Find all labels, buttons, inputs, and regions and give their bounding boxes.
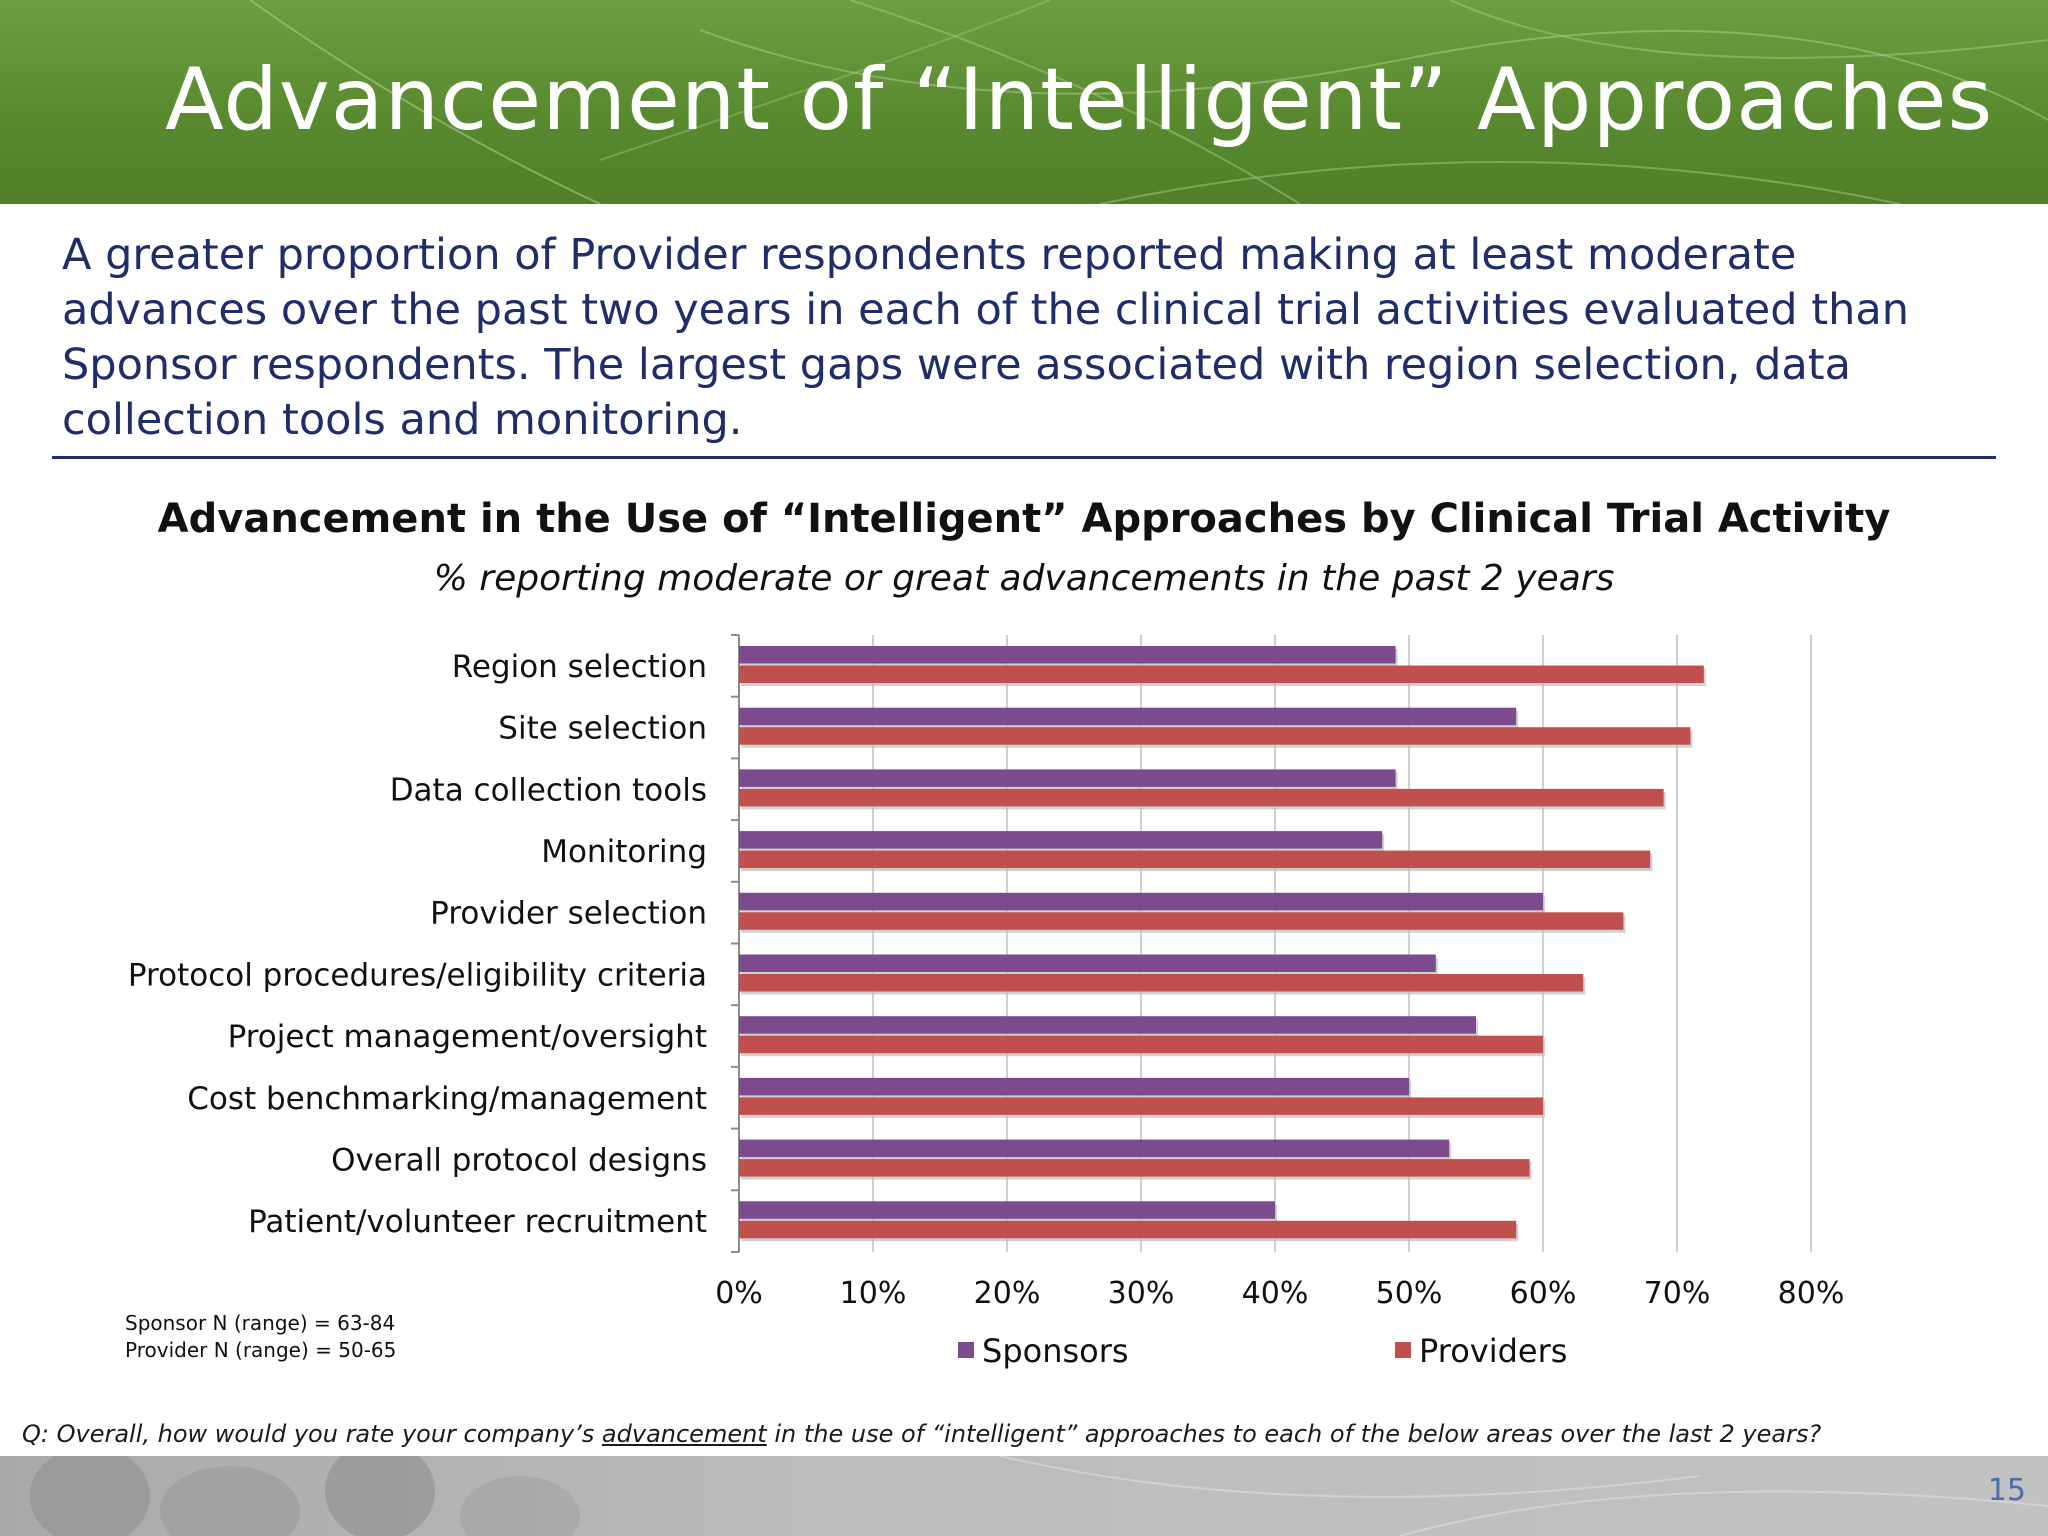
decorative-lines — [249, 0, 2048, 204]
providers-bar — [739, 1220, 1517, 1239]
providers-bar — [739, 1097, 1543, 1115]
provider-n-note: Provider N (range) = 50-65 — [125, 1338, 397, 1362]
decorative-footer-shapes — [30, 1456, 2048, 1536]
sponsors-bar — [739, 831, 1383, 849]
bar-chart: Region selection Site selection Data colle… — [128, 634, 1845, 1370]
providers-bar — [739, 912, 1624, 930]
x-tick-label: 0% — [715, 1276, 763, 1311]
slide-title: Advancement of “Intelligent” Approaches — [165, 50, 1994, 150]
title-banner: Advancement of “Intelligent” Approaches — [0, 0, 2048, 204]
sponsors-bar — [739, 954, 1436, 972]
sponsors-bar — [739, 646, 1396, 664]
providers-bar — [739, 1035, 1543, 1054]
category-label: Provider selection — [430, 896, 707, 932]
providers-bar — [739, 850, 1651, 869]
x-tick-label: 60% — [1510, 1276, 1577, 1311]
survey-question: Q: Overall, how would you rate your comp… — [22, 1420, 1821, 1448]
x-tick-label: 30% — [1108, 1276, 1175, 1311]
sponsor-n-note: Sponsor N (range) = 63-84 — [125, 1311, 396, 1335]
question-underlined-word: advancement — [601, 1420, 767, 1448]
providers-bar — [739, 974, 1584, 992]
legend-sponsors-swatch — [958, 1342, 974, 1358]
sponsors-bar — [739, 1016, 1476, 1034]
sponsors-bar — [739, 1201, 1275, 1219]
sponsors-bar — [739, 707, 1517, 726]
sponsors-bar — [739, 769, 1396, 787]
chart-title: Advancement in the Use of “Intelligent” … — [157, 496, 1891, 542]
divider — [52, 456, 1996, 459]
sponsors-bar — [739, 1077, 1409, 1096]
sponsors-bar — [739, 1139, 1450, 1158]
page-number: 15 — [1987, 1473, 2026, 1508]
summary-text: A greater proportion of Provider respond… — [62, 230, 1909, 445]
category-label: Site selection — [498, 711, 707, 747]
x-tick-label: 80% — [1778, 1276, 1845, 1311]
legend-sponsors-label: Sponsors — [982, 1332, 1129, 1370]
x-tick-label: 10% — [840, 1276, 907, 1311]
sponsors-bar — [739, 892, 1543, 911]
x-tick-label: 50% — [1376, 1276, 1443, 1311]
category-label: Project management/oversight — [228, 1019, 707, 1055]
providers-bar — [739, 788, 1664, 807]
footer-band — [0, 1456, 2048, 1536]
providers-bar — [739, 665, 1704, 683]
category-label: Data collection tools — [390, 772, 707, 808]
category-label: Region selection — [452, 649, 707, 685]
legend-providers-swatch — [1395, 1342, 1411, 1358]
category-label: Overall protocol designs — [331, 1142, 707, 1178]
question-text-end: in the use of “intelligent” approaches t… — [766, 1420, 1822, 1448]
providers-bar — [739, 727, 1691, 745]
sample-size-notes: Sponsor N (range) = 63-84 Provider N (ra… — [125, 1310, 396, 1364]
chart-subtitle: % reporting moderate or great advancemen… — [433, 558, 1615, 599]
providers-bar — [739, 1159, 1530, 1177]
legend-providers-label: Providers — [1419, 1332, 1567, 1370]
question-text-start: Q: Overall, how would you rate your comp… — [22, 1420, 602, 1448]
category-label: Monitoring — [541, 834, 707, 870]
category-label: Protocol procedures/eligibility criteria — [128, 957, 707, 993]
x-tick-label: 40% — [1242, 1276, 1309, 1311]
x-tick-label: 70% — [1644, 1276, 1711, 1311]
x-tick-label: 20% — [974, 1276, 1041, 1311]
category-label: Cost benchmarking/management — [187, 1081, 707, 1117]
category-label: Patient/volunteer recruitment — [248, 1204, 707, 1240]
